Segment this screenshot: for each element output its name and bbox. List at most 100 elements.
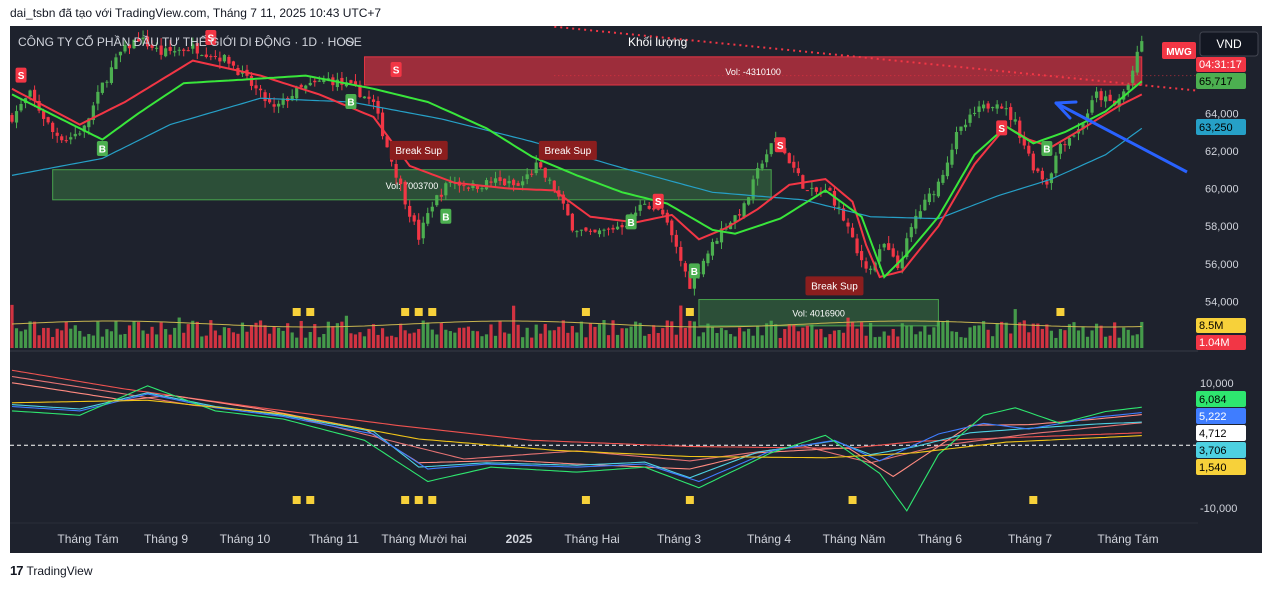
volume-bar xyxy=(882,331,886,348)
candle-body xyxy=(1090,100,1094,113)
price-tick-label: 62,000 xyxy=(1205,146,1239,158)
volume-bar xyxy=(344,315,349,348)
volume-bar xyxy=(367,328,371,348)
candle-body xyxy=(1031,153,1035,171)
volume-bar xyxy=(1122,327,1126,348)
candle-body xyxy=(191,44,195,49)
volume-bar xyxy=(597,324,602,348)
indicator-value-tag-box xyxy=(1196,442,1246,458)
volume-bar xyxy=(286,323,290,348)
volume-bar xyxy=(936,320,941,348)
candle-body xyxy=(512,179,516,186)
candle-body xyxy=(769,143,773,155)
indicator-value-tag-box xyxy=(1196,459,1246,475)
candle-body xyxy=(552,180,556,191)
volume-bar xyxy=(584,337,588,348)
indicator-signal-marker xyxy=(428,496,437,504)
candle-body xyxy=(1004,108,1008,110)
volume-bar xyxy=(114,321,118,348)
volume-bar xyxy=(498,320,502,348)
signal-s-label: S xyxy=(18,71,25,82)
chart-frame[interactable]: Vol: 7003700 Vol: 4016900 Vol: -4310100 S B S… xyxy=(10,26,1262,553)
volume-bar xyxy=(977,325,981,348)
time-axis-label: 2025 xyxy=(506,532,533,546)
volume-bar xyxy=(927,334,931,348)
zone-resistance-2 xyxy=(363,56,1143,86)
candle-body xyxy=(227,56,231,64)
volume-bar xyxy=(1013,309,1017,348)
volume-bar xyxy=(64,321,68,348)
indicator-line-0 xyxy=(11,369,1142,449)
volume-bar xyxy=(832,330,837,348)
candle-body xyxy=(349,80,353,84)
volume-bar xyxy=(778,337,782,348)
volume-signal-marker xyxy=(401,308,410,316)
time-axis-label: Tháng 7 xyxy=(1008,532,1052,546)
candle-body xyxy=(941,174,945,183)
volume-bar xyxy=(914,334,918,348)
candle-body xyxy=(105,81,109,83)
indicator-signal-marker xyxy=(414,496,423,504)
candle-body xyxy=(950,149,954,165)
candle-body xyxy=(521,181,525,186)
indicator-value-tag: 3,706 xyxy=(1199,445,1227,457)
candle-body xyxy=(380,112,385,137)
countdown-tag: 04:31:17 xyxy=(1199,59,1242,71)
candle-body xyxy=(42,111,46,119)
volume-bar xyxy=(923,325,927,348)
volume-bar xyxy=(611,320,615,348)
volume-bar xyxy=(742,331,746,348)
volume-bar xyxy=(896,336,900,348)
candle-body xyxy=(353,81,358,85)
candle-body xyxy=(936,181,941,197)
candle-body xyxy=(14,111,19,123)
volume-bar xyxy=(173,327,177,348)
volume-bar xyxy=(1072,322,1076,348)
signal-s-label: S xyxy=(998,124,1005,135)
annotation-arrow-head xyxy=(1054,100,1078,120)
indicator-line-6 xyxy=(11,399,1142,459)
tradingview-chart[interactable]: Vol: 7003700 Vol: 4016900 Vol: -4310100 S B S… xyxy=(10,26,1262,553)
volume-bar xyxy=(1009,333,1013,348)
indicator-value-tag-box xyxy=(1196,391,1246,407)
candle-body xyxy=(173,51,177,53)
volume-bar xyxy=(475,331,480,348)
volume-ma-tag: 8.5M xyxy=(1199,320,1223,332)
volume-bar xyxy=(1040,328,1044,348)
volume-bar xyxy=(837,330,841,348)
volume-bar xyxy=(96,321,100,348)
candle-body xyxy=(177,49,181,51)
volume-bar xyxy=(760,335,764,348)
candle-body xyxy=(715,240,719,244)
volume-bar xyxy=(394,337,398,348)
volume-bar xyxy=(869,322,873,348)
break-sup-label: Break Sup xyxy=(544,146,591,157)
volume-bar xyxy=(507,333,511,348)
volume-bar xyxy=(258,320,263,348)
volume-bar xyxy=(371,324,376,348)
candle-body xyxy=(385,136,389,148)
candle-body xyxy=(55,132,59,136)
candle-body xyxy=(810,187,814,189)
indicator-value-tag-box xyxy=(1196,408,1246,424)
ma-value-tag: 63,250 xyxy=(1199,122,1233,134)
volume-bar xyxy=(1031,323,1035,348)
volume-bar xyxy=(1104,336,1108,348)
candle-body xyxy=(1000,106,1004,109)
candle-body xyxy=(647,205,651,209)
volume-bar xyxy=(245,331,249,348)
volume-bar xyxy=(421,320,425,348)
time-axis-label: Tháng Tám xyxy=(57,532,118,546)
signal-b-label: B xyxy=(99,145,106,156)
signal-b-label: B xyxy=(691,267,698,278)
candle-body xyxy=(859,251,864,261)
price-tick-label: 60,000 xyxy=(1205,184,1239,196)
candle-body xyxy=(737,214,742,216)
candle-body xyxy=(566,204,570,216)
volume-bar xyxy=(656,333,660,348)
candle-body xyxy=(692,274,696,289)
candle-body xyxy=(1040,170,1044,180)
volume-bar xyxy=(313,324,317,348)
time-axis-label: Tháng Hai xyxy=(564,532,619,546)
candle-body xyxy=(308,82,312,86)
